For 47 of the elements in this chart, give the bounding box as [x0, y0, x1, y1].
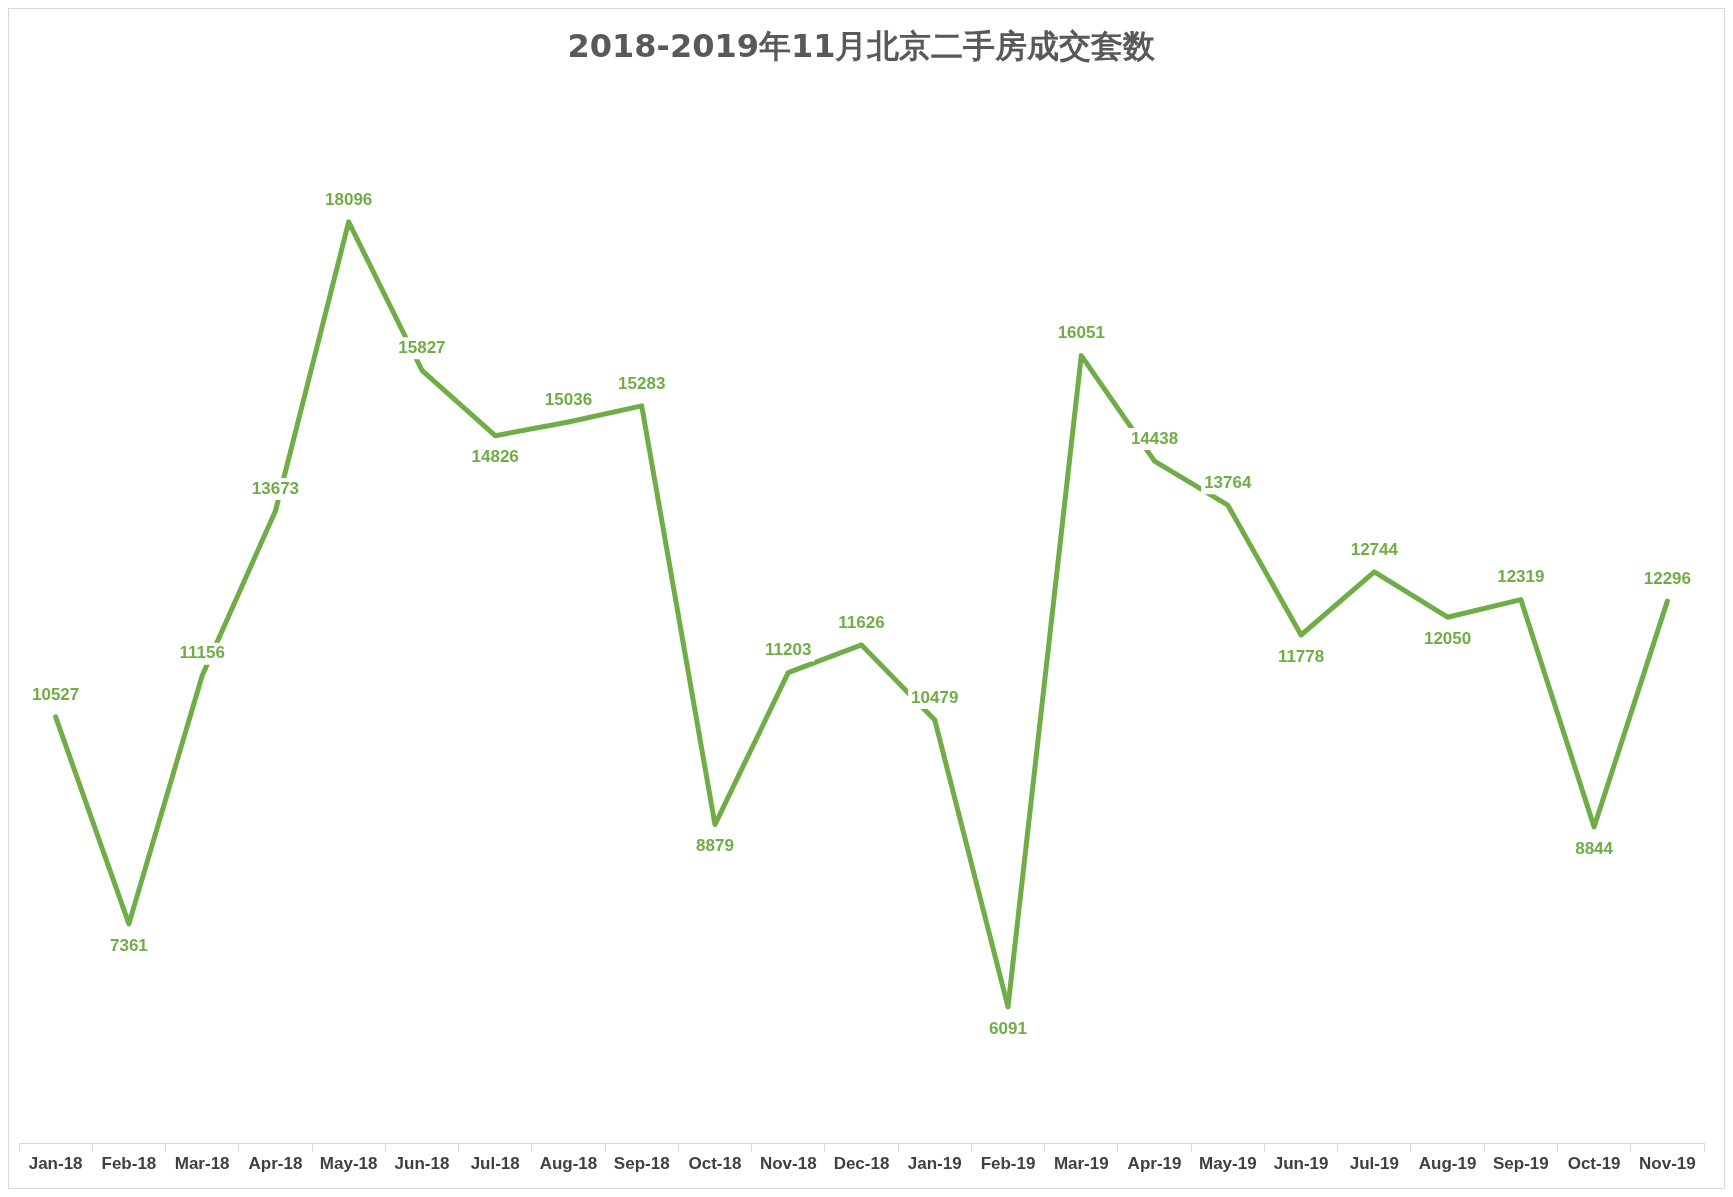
data-label: 11778: [1277, 646, 1325, 666]
data-label: 13673: [251, 478, 300, 498]
data-label: 11156: [179, 643, 225, 663]
data-label: 6091: [989, 1018, 1027, 1038]
data-label: 8844: [1575, 838, 1614, 858]
x-tick-label: Oct-19: [1567, 1154, 1621, 1174]
x-tick-label: Sep-19: [1492, 1154, 1549, 1174]
x-tick-label: May-19: [1198, 1154, 1257, 1174]
x-tick-label: Apr-18: [248, 1154, 303, 1174]
x-tick-label: Mar-18: [174, 1154, 230, 1174]
data-label: 10527: [31, 684, 80, 704]
x-tick-label: Dec-18: [833, 1154, 890, 1174]
data-label: 14438: [1130, 428, 1179, 448]
x-tick-label: Jul-18: [470, 1154, 520, 1174]
data-label: 10479: [911, 687, 959, 707]
data-label: 7361: [109, 935, 148, 955]
x-tick-label: Aug-19: [1418, 1154, 1477, 1174]
x-tick-label: Sep-18: [613, 1154, 670, 1174]
data-label: 16051: [1057, 323, 1105, 343]
data-label: 18096: [325, 189, 373, 209]
data-label: 11626: [838, 612, 885, 632]
x-tick-label: Apr-19: [1127, 1154, 1182, 1174]
data-label: 12319: [1497, 567, 1545, 587]
data-label: 8879: [696, 836, 734, 856]
x-tick-label: Mar-19: [1053, 1154, 1109, 1174]
data-label: 11203: [765, 640, 812, 660]
chart-title: 2018-2019年11月北京二手房成交套数: [567, 26, 1157, 65]
data-label: 12744: [1350, 539, 1399, 559]
x-tick-label: Jul-19: [1349, 1154, 1399, 1174]
x-tick-label: Jun-18: [394, 1154, 450, 1174]
x-tick-label: Jan-18: [28, 1154, 83, 1174]
x-tick-label: Jun-19: [1273, 1154, 1329, 1174]
x-tick-label: Nov-18: [759, 1154, 817, 1174]
data-label: 15827: [398, 337, 446, 357]
x-tick-label: Oct-18: [688, 1154, 742, 1174]
data-label: 12296: [1643, 568, 1692, 588]
x-tick-label: Nov-19: [1639, 1154, 1696, 1174]
data-label: 13764: [1204, 472, 1252, 492]
x-tick-label: Aug-18: [539, 1154, 598, 1174]
x-tick-label: Feb-19: [980, 1154, 1036, 1174]
data-label: 14826: [471, 447, 519, 467]
x-tick-label: May-18: [319, 1154, 378, 1174]
data-label: 12050: [1423, 628, 1472, 648]
data-label: 15036: [544, 389, 593, 409]
data-label: 15283: [618, 373, 666, 393]
x-tick-label: Feb-18: [101, 1154, 157, 1174]
x-tick-label: Jan-19: [907, 1154, 962, 1174]
